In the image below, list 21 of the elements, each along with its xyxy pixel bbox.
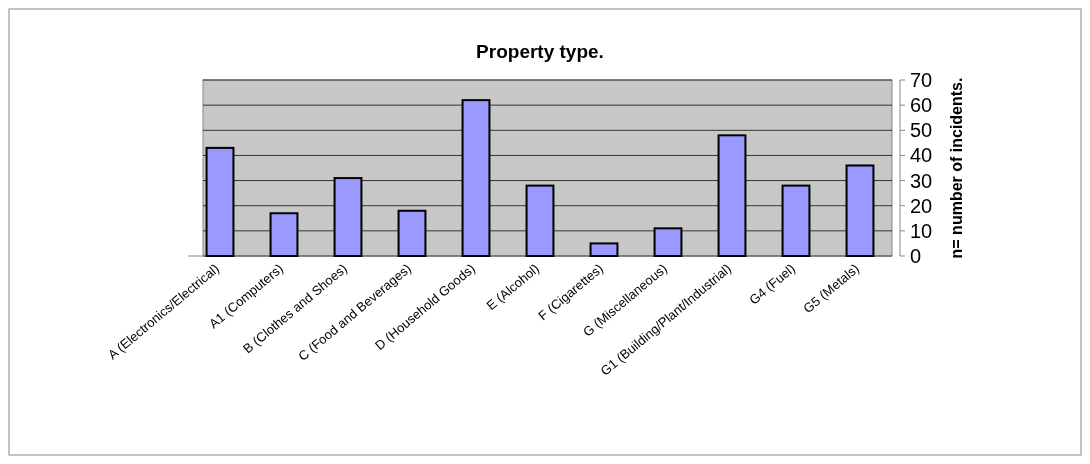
y-tick-label: 50 xyxy=(910,119,933,142)
bar xyxy=(589,242,619,257)
y-axis-title: n= number of incidents. xyxy=(948,77,965,259)
bar xyxy=(333,177,363,257)
y-tick-label: 60 xyxy=(910,94,933,117)
bar xyxy=(525,184,555,257)
y-tick-label: 30 xyxy=(910,169,933,192)
bar xyxy=(845,164,875,257)
bar xyxy=(397,209,427,257)
y-tick-label: 0 xyxy=(910,245,922,267)
bar xyxy=(717,134,747,257)
bar xyxy=(653,227,683,257)
bar xyxy=(269,212,299,257)
y-tick-label: 70 xyxy=(910,69,933,91)
bar xyxy=(461,99,491,257)
bar xyxy=(205,146,235,257)
y-tick-label: 10 xyxy=(910,219,933,242)
y-tick-label: 20 xyxy=(910,194,933,217)
y-tick-label: 40 xyxy=(910,144,933,167)
bar xyxy=(781,184,811,257)
chart-title: Property type. xyxy=(476,41,604,62)
